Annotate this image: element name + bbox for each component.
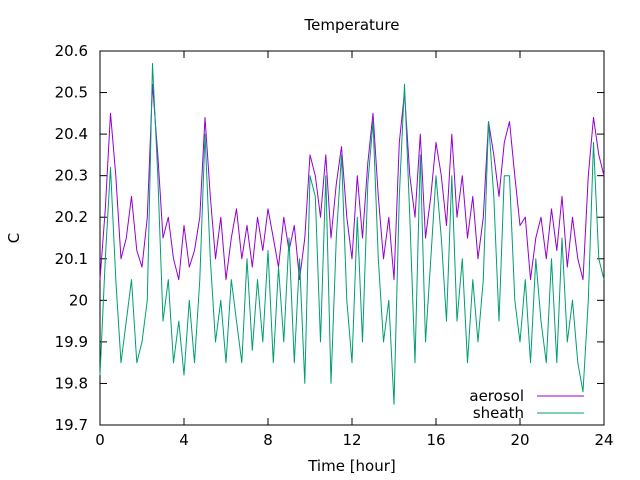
x-axis-ticks: 0 4 8 12 16 20 24 (95, 51, 614, 449)
x-tick-label: 20 (510, 431, 529, 449)
y-tick-label: 20.4 (55, 125, 88, 143)
chart-title: Temperature (303, 16, 399, 34)
y-tick-label: 20 (69, 291, 88, 309)
x-tick-label: 24 (594, 431, 613, 449)
series-line-sheath (99, 63, 605, 405)
y-axis-ticks: 19.7 19.8 19.9 20 20.1 20.2 20.3 20.4 20.5 20.6 (55, 42, 604, 434)
y-tick-label: 20.5 (55, 84, 88, 102)
y-tick-label: 20.3 (55, 167, 88, 185)
x-axis-title: Time [hour] (307, 457, 396, 475)
legend: aerosol sheath (469, 387, 584, 422)
y-axis-title: C (5, 233, 23, 243)
y-tick-label: 19.8 (55, 374, 88, 392)
y-tick-label: 19.9 (55, 333, 88, 351)
series-line-aerosol (99, 83, 605, 281)
x-tick-label: 16 (426, 431, 445, 449)
legend-label-aerosol: aerosol (469, 387, 524, 405)
x-tick-label: 0 (95, 431, 105, 449)
x-tick-label: 12 (342, 431, 361, 449)
x-tick-label: 4 (179, 431, 189, 449)
series-layer (99, 63, 605, 405)
y-tick-label: 20.1 (55, 250, 88, 268)
y-tick-label: 20.2 (55, 208, 88, 226)
y-tick-label: 19.7 (55, 416, 88, 434)
y-tick-label: 20.6 (55, 42, 88, 60)
x-tick-label: 8 (263, 431, 273, 449)
legend-label-sheath: sheath (473, 404, 524, 422)
